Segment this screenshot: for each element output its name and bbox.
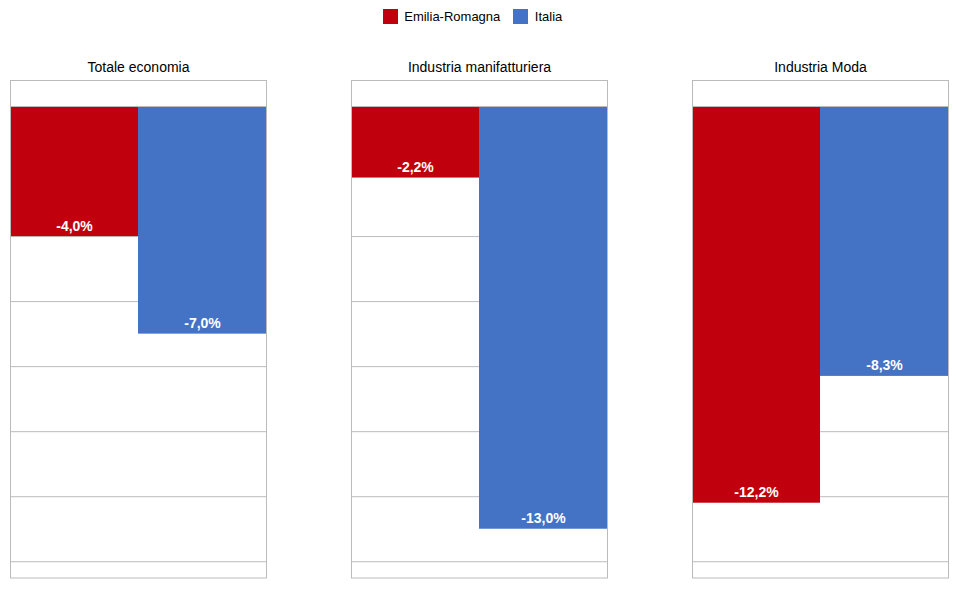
svg-text:-2,2%: -2,2%	[397, 159, 434, 175]
svg-text:-8,3%: -8,3%	[866, 357, 903, 373]
svg-text:-4,0%: -4,0%	[56, 217, 93, 233]
svg-text:-12,2%: -12,2%	[734, 484, 779, 500]
svg-text:Industria manifatturiera: Industria manifatturiera	[408, 58, 551, 74]
svg-text:-13,0%: -13,0%	[521, 510, 566, 526]
html-text:Italia: Italia	[534, 9, 563, 24]
svg-text:Totale economia: Totale economia	[88, 58, 190, 74]
svg-text:-7,0%: -7,0%	[184, 315, 221, 331]
html-text:Emilia-Romagna: Emilia-Romagna	[404, 9, 501, 24]
svg-text:Industria Moda: Industria Moda	[774, 58, 867, 74]
